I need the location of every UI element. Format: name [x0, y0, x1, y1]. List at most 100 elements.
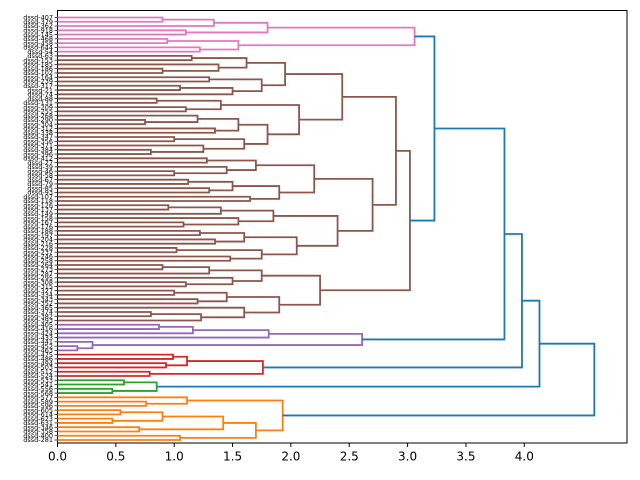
- dendrogram-link: [362, 127, 506, 341]
- leaf-label: dssd-524: [23, 372, 53, 380]
- leaf-label: dssd-503: [23, 364, 53, 372]
- dendrogram-link: [57, 46, 201, 53]
- leaf-label: dssd-126: [23, 201, 53, 209]
- dendrogram-link: [282, 342, 596, 417]
- dendrogram-link: [174, 138, 246, 150]
- dendrogram-link: [139, 415, 225, 431]
- dendrogram-link: [206, 159, 257, 171]
- leaf-label: dssd-237: [23, 248, 53, 256]
- leaf-label: dssd-188: [23, 227, 53, 235]
- leaf-labels: dssd-407dssd-379dssd-362dssd-918dssd-145…: [23, 14, 58, 444]
- leaf-label: dssd-918: [23, 27, 53, 35]
- leaf-label: dssd-614: [23, 411, 53, 419]
- leaf-label: dssd-46: [27, 167, 53, 175]
- dendrogram-link: [246, 61, 286, 87]
- dendrogram-link: [176, 249, 263, 260]
- leaf-label: dssd-145: [23, 31, 53, 39]
- leaf-label: dssd-338: [23, 129, 53, 137]
- leaf-label: dssd-239: [23, 78, 53, 86]
- leaf-label: dssd-308: [23, 278, 53, 286]
- dendrogram-link: [57, 387, 114, 394]
- x-tick-label: 0.5: [106, 450, 125, 464]
- dendrogram-link: [57, 409, 122, 416]
- dendrogram-link: [238, 26, 416, 47]
- leaf-label: dssd-400: [23, 432, 53, 440]
- leaf-label: dssd-365: [23, 304, 53, 312]
- leaf-label: dssd-382: [23, 312, 53, 320]
- dendrogram-link: [180, 422, 257, 439]
- leaf-label: dssd-475: [23, 351, 53, 359]
- dendrogram-link: [57, 204, 170, 211]
- leaf-label: dssd-197: [23, 231, 53, 239]
- dendrogram-link: [409, 35, 436, 222]
- leaf-label: dssd-287: [23, 270, 53, 278]
- dendrogram-link: [57, 379, 125, 386]
- dendrogram-link: [57, 281, 187, 288]
- leaf-label: dssd-384: [23, 146, 53, 154]
- dendrogram-link: [57, 187, 211, 194]
- dendrogram-link: [57, 97, 158, 104]
- leaf-label: dssd-347: [23, 133, 53, 141]
- dendrogram-link: [57, 323, 160, 330]
- leaf-label: dssd-433: [23, 334, 53, 342]
- leaf-label: dssd-85: [27, 184, 53, 192]
- dendrogram-link: [238, 123, 269, 145]
- leaf-label: dssd-204: [23, 236, 53, 244]
- dendrogram-link: [57, 396, 188, 405]
- leaf-label: dssd-356: [23, 137, 53, 145]
- leaf-label: dssd-393: [23, 317, 53, 325]
- dendrogram-link: [57, 195, 251, 202]
- x-tick-label: 3.5: [456, 450, 475, 464]
- leaf-label: dssd-186: [23, 65, 53, 73]
- leaf-label: dssd-131: [23, 99, 53, 107]
- leaf-label: dssd-416: [23, 325, 53, 333]
- dendrogram-link: [320, 149, 411, 292]
- leaf-label: dssd-246: [23, 253, 53, 261]
- leaf-label: dssd-317: [23, 82, 53, 90]
- dendrogram-link: [261, 274, 321, 306]
- leaf-label: dssd-494: [23, 359, 53, 367]
- dendrogram-link: [57, 326, 194, 335]
- leaf-label: dssd-167: [23, 219, 53, 227]
- dendrogram-link: [57, 114, 199, 123]
- dendrogram-link: [244, 236, 298, 256]
- leaf-label: dssd-88: [27, 95, 53, 103]
- dendrogram-link: [57, 353, 174, 360]
- x-tick-label: 1.5: [223, 450, 242, 464]
- dendrogram-link: [342, 95, 397, 206]
- leaf-label: dssd-327: [23, 287, 53, 295]
- dendrogram-link: [57, 29, 187, 36]
- dendrogram-link: [57, 16, 164, 23]
- dendrogram-link: [57, 266, 211, 275]
- dendrogram-link: [174, 291, 228, 303]
- dendrogram-link: [199, 232, 246, 243]
- dendrogram-link: [57, 306, 246, 319]
- dendrogram-link: [57, 106, 187, 113]
- leaf-label: dssd-396: [23, 150, 53, 158]
- leaf-label: dssd-264: [23, 261, 53, 269]
- dendrogram-link: [57, 148, 152, 155]
- leaf-label: dssd-343: [23, 295, 53, 303]
- leaf-label: dssd-405: [23, 321, 53, 329]
- leaf-label: dssd-605: [23, 406, 53, 414]
- dendrogram-link: [57, 329, 270, 339]
- dendrogram-link: [57, 55, 193, 62]
- leaf-label: dssd-268: [23, 112, 53, 120]
- leaf-label: dssd-589: [23, 398, 53, 406]
- x-tick-label: 4.0: [515, 450, 534, 464]
- dendrogram-link: [57, 18, 215, 27]
- leaf-label: dssd-137: [23, 206, 53, 214]
- leaf-label: dssd-458: [23, 39, 53, 47]
- dendrogram-link: [57, 221, 185, 228]
- dendrogram-link: [187, 399, 284, 432]
- x-tick-label: 3.0: [398, 450, 417, 464]
- leaf-label: dssd-290: [23, 116, 53, 124]
- dendrogram-link: [92, 332, 363, 346]
- leaf-label: dssd-54: [27, 48, 53, 56]
- leaf-label: dssd-158: [23, 214, 53, 222]
- dendrogram-link: [167, 40, 240, 51]
- leaf-label: dssd-118: [23, 197, 53, 205]
- dendrogram-link: [57, 170, 176, 177]
- dendrogram-link: [57, 119, 146, 126]
- dendrogram-link: [57, 362, 167, 369]
